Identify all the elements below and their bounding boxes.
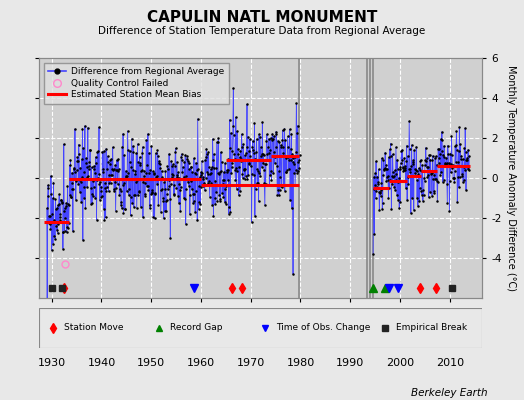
Text: 1980: 1980 <box>286 358 314 368</box>
Text: 1930: 1930 <box>38 358 66 368</box>
Text: Time of Obs. Change: Time of Obs. Change <box>276 324 370 332</box>
Y-axis label: Monthly Temperature Anomaly Difference (°C): Monthly Temperature Anomaly Difference (… <box>506 65 516 291</box>
Text: 1950: 1950 <box>137 358 165 368</box>
Text: Record Gap: Record Gap <box>170 324 222 332</box>
Text: 2010: 2010 <box>435 358 464 368</box>
Text: Empirical Break: Empirical Break <box>396 324 467 332</box>
Text: CAPULIN NATL MONUMENT: CAPULIN NATL MONUMENT <box>147 10 377 25</box>
Text: 1970: 1970 <box>237 358 265 368</box>
Text: Station Move: Station Move <box>63 324 123 332</box>
Text: Difference of Station Temperature Data from Regional Average: Difference of Station Temperature Data f… <box>99 26 425 36</box>
Text: 2000: 2000 <box>386 358 414 368</box>
Text: 1990: 1990 <box>336 358 364 368</box>
Text: 1960: 1960 <box>187 358 215 368</box>
Legend: Difference from Regional Average, Quality Control Failed, Estimated Station Mean: Difference from Regional Average, Qualit… <box>44 62 228 104</box>
Text: Berkeley Earth: Berkeley Earth <box>411 388 487 398</box>
Text: 1940: 1940 <box>88 358 116 368</box>
